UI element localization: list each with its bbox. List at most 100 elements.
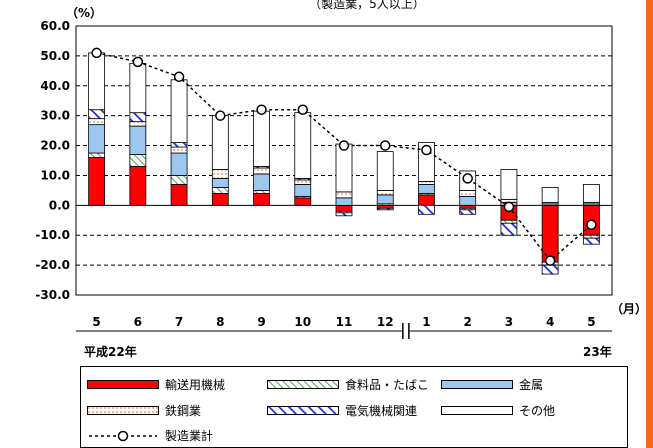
bar-segment-transport [335, 204, 353, 212]
bar-segment-metal [211, 178, 229, 188]
bar-segment-metal [335, 197, 353, 206]
y-tick-label: 60.0 [40, 19, 70, 33]
x-tick-label: 5 [92, 315, 100, 329]
bar-segment-other [376, 151, 394, 191]
bar-segment-electric [376, 207, 394, 211]
legend-swatch-electric [267, 406, 339, 415]
bar-segment-metal [418, 184, 435, 194]
bar-segment-transport [294, 197, 312, 206]
bar-segment-steel [129, 121, 147, 127]
y-tick-label: -10.0 [35, 228, 70, 242]
total-point [462, 173, 473, 184]
bar-segment-metal [459, 195, 477, 206]
legend-label-electric: 電気機械関連 [345, 404, 418, 418]
bar-segment-electric [88, 109, 106, 120]
legend-swatch-total [89, 430, 157, 441]
total-point [338, 140, 350, 151]
bar-segment-electric [500, 222, 518, 236]
bar-segment-food [170, 175, 188, 185]
x-tick-label: 11 [336, 315, 353, 329]
bar-segment-steel [459, 189, 477, 197]
legend-label-transport: 輸送用機械 [165, 378, 226, 392]
legend-swatch-metal [441, 380, 513, 389]
legend-label-total: 製造業計 [165, 429, 214, 443]
chart-title: （製造業，5人以上） [309, 0, 425, 11]
legend-label-steel: 鉄鋼業 [165, 404, 202, 418]
total-point [503, 201, 515, 213]
bar-segment-transport [253, 192, 270, 206]
legend-item-food: 食料品・たばこ [267, 376, 429, 393]
bar-segment-other [294, 112, 312, 179]
legend-label-other: その他 [519, 404, 556, 418]
bar-segment-food [582, 234, 600, 239]
bar-segment-metal [129, 125, 147, 155]
bar-segment-other [253, 110, 270, 167]
bar-segment-metal [253, 173, 270, 191]
bar-segment-electric [582, 237, 600, 245]
bar-segment-electric [129, 112, 147, 123]
x-tick-label: 4 [546, 315, 554, 329]
bar-segment-other [211, 115, 229, 170]
x-axis-unit: （月） [611, 301, 647, 316]
bar-segment-transport [418, 194, 435, 206]
legend-swatch-other [441, 406, 513, 415]
x-tick-label: 12 [377, 315, 394, 329]
total-point [256, 104, 267, 115]
y-tick-label: 30.0 [40, 109, 70, 123]
total-line [91, 47, 597, 266]
bar-segment-other [500, 169, 518, 200]
bar-segment-electric [170, 142, 188, 148]
bar-segment-transport [170, 184, 188, 206]
bar-segment-steel [335, 191, 353, 199]
bar-segment-metal [294, 184, 312, 197]
y-axis-label: （%） [66, 5, 102, 20]
x-tick-label: 1 [422, 315, 430, 329]
x-tick-label: 2 [464, 315, 472, 329]
legend-item-steel: 鉄鋼業 [87, 402, 201, 419]
bar-segment-food [211, 186, 229, 194]
axis-break-gap [402, 325, 409, 337]
legend-swatch-food [267, 380, 339, 389]
bar-segment-other [129, 62, 147, 114]
total-point [379, 140, 391, 151]
y-tick-labels: 60.0 50.0 40.0 30.0 20.0 10.0 0.0 -10.0 -20.0 -30… [35, 19, 70, 302]
y-tick-label: -20.0 [35, 258, 70, 272]
bar-segment-steel [294, 179, 312, 185]
bar-segment-food [253, 189, 270, 194]
bar-segment-transport [376, 204, 394, 209]
year-label-left: 平成22年 [84, 344, 137, 359]
total-point [297, 104, 309, 115]
total-point [91, 47, 102, 59]
x-tick-label: 7 [175, 315, 183, 329]
x-tick-label: 8 [216, 315, 224, 329]
bar-segment-other [170, 79, 188, 143]
total-point [215, 110, 226, 121]
bar-segment-other [582, 184, 600, 203]
x-tick-label: 5 [587, 315, 595, 329]
bar-segment-electric [541, 264, 559, 275]
page-edge-accent [646, 0, 653, 448]
x-tick-label: 6 [134, 315, 142, 329]
y-tick-label: 10.0 [40, 168, 70, 182]
bar-segment-steel [418, 181, 435, 185]
y-tick-label: -30.0 [35, 288, 70, 302]
legend-item-electric: 電気機械関連 [267, 402, 417, 419]
legend-label-metal: 金属 [519, 378, 544, 392]
bar-segment-electric [418, 204, 435, 215]
bar-segment-food [129, 154, 147, 167]
bar-segment-metal [170, 152, 188, 176]
legend-item-other: その他 [441, 402, 555, 419]
year-label-right: 23年 [583, 344, 612, 359]
x-axis: 5 6 7 8 9 10 11 12 1 2 3 4 5 [76, 315, 612, 339]
bar-segment-electric [459, 209, 477, 215]
bar-segment-metal [376, 194, 394, 205]
bar-segment-food [88, 152, 106, 158]
bar-segment-steel [88, 118, 106, 126]
legend-item-total: 製造業計 [87, 427, 213, 444]
bar-segment-transport [459, 204, 477, 209]
total-point [544, 255, 556, 266]
legend-item-transport: 輸送用機械 [87, 376, 225, 393]
x-tick-label: 10 [294, 315, 311, 329]
total-point [132, 56, 144, 68]
